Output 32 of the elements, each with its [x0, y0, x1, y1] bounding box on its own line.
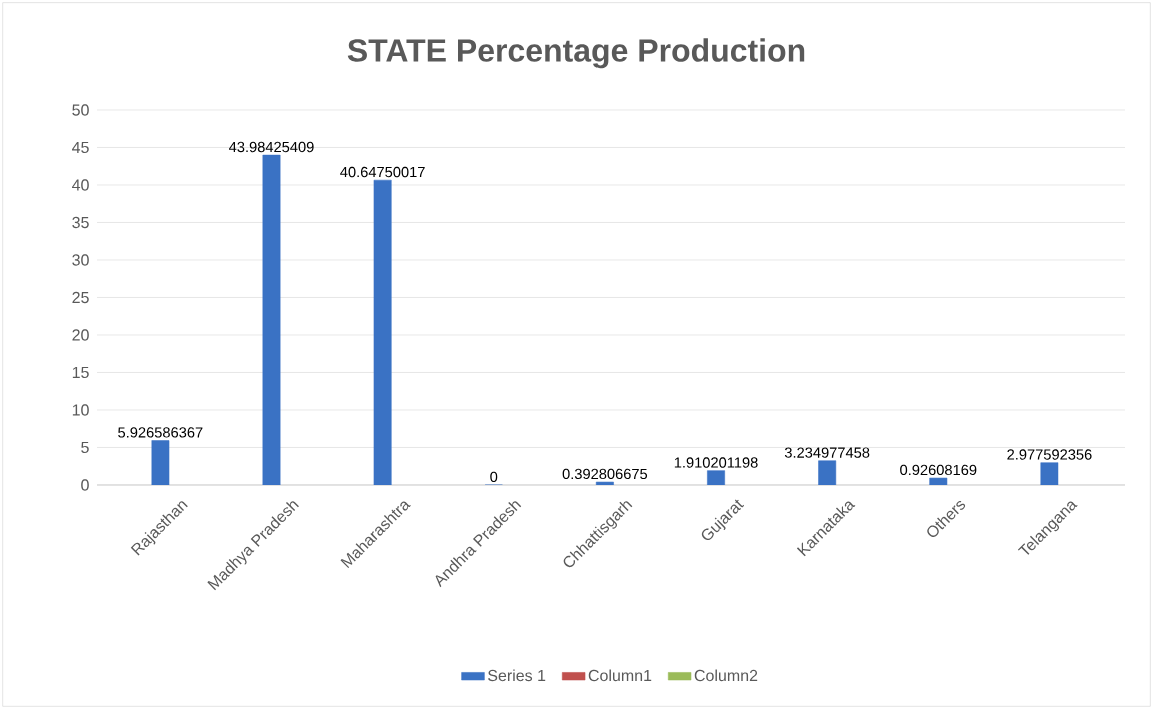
- y-tick-label: 35: [72, 216, 89, 229]
- data-label: 43.98425409: [229, 141, 314, 153]
- data-label: 2.977592356: [1007, 449, 1092, 460]
- data-label: 0: [490, 471, 498, 483]
- y-tick-label: 5: [81, 441, 89, 454]
- y-tick-label: 50: [72, 104, 89, 116]
- y-tick-label: 45: [72, 141, 89, 154]
- y-tick-label: 20: [72, 329, 89, 341]
- bar: [929, 477, 948, 485]
- bar: [151, 440, 170, 485]
- data-label: 1.910201198: [674, 457, 758, 468]
- bar: [707, 470, 725, 485]
- data-label: 0.92608169: [900, 464, 977, 476]
- data-label: 5.926586367: [118, 427, 203, 438]
- y-tick-label: 40: [72, 179, 89, 191]
- bar: [1040, 462, 1059, 485]
- legend-label: Column1: [588, 669, 652, 682]
- bar: [373, 179, 392, 485]
- y-tick-label: 15: [72, 366, 89, 379]
- bar: [595, 481, 614, 485]
- bar: [262, 154, 281, 485]
- chart-title: STATE Percentage Production: [347, 38, 805, 69]
- y-tick-label: 10: [72, 404, 89, 416]
- y-tick-label: 30: [72, 254, 89, 266]
- y-tick-label: 25: [72, 291, 89, 304]
- data-label: 3.234977458: [784, 447, 870, 458]
- y-tick-label: 0: [81, 479, 89, 491]
- legend-label: Column2: [694, 669, 758, 682]
- data-label: 0.392806675: [562, 468, 648, 480]
- legend-label: Series 1: [488, 669, 546, 682]
- bar: [818, 460, 837, 485]
- data-label: 40.64750017: [340, 166, 425, 178]
